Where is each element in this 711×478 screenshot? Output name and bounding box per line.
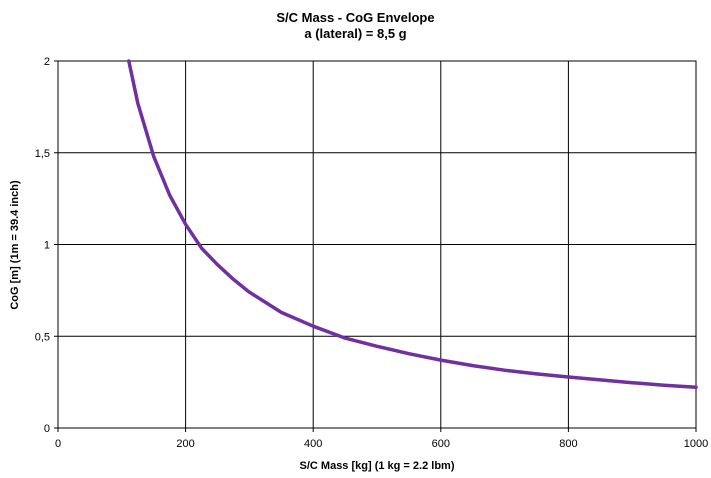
y-tick-label: 2	[44, 56, 50, 68]
series-layer	[127, 59, 698, 390]
x-tick-labels: 0 200 400 600 800 1000	[55, 438, 708, 450]
vertical-grid	[57, 61, 697, 432]
y-axis-label: CoG [m] (1m = 39.4 inch)	[9, 180, 21, 310]
y-tick-label: 0	[44, 423, 50, 435]
series-line	[127, 59, 698, 390]
x-tick-label: 0	[55, 438, 61, 450]
horizontal-grid	[54, 60, 696, 429]
x-tick-label: 1000	[684, 438, 708, 450]
x-axis-label: S/C Mass [kg] (1 kg = 2.2 lbm)	[300, 460, 455, 472]
chart-title: S/C Mass - CoG Envelope	[276, 10, 435, 25]
x-tick-label: 600	[432, 438, 450, 450]
x-tick-label: 200	[176, 438, 194, 450]
y-tick-label: 1	[44, 240, 50, 252]
y-tick-label: 1,5	[35, 148, 50, 160]
x-tick-label: 400	[304, 438, 322, 450]
chart-subtitle: a (lateral) = 8,5 g	[304, 26, 407, 41]
y-tick-label: 0,5	[35, 331, 50, 343]
y-tick-labels: 0 0,5 1 1,5 2	[35, 56, 50, 435]
x-tick-label: 800	[559, 438, 577, 450]
